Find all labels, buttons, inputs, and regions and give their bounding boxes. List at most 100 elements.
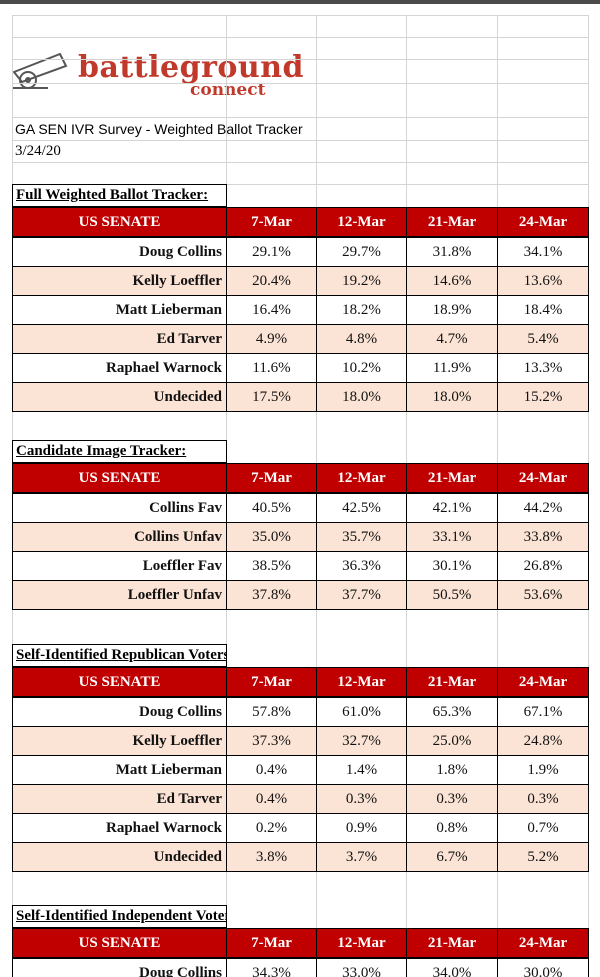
column-header: US SENATE bbox=[12, 463, 227, 493]
value-cell: 29.7% bbox=[316, 237, 407, 267]
table-title: Full Weighted Ballot Tracker: bbox=[12, 184, 227, 208]
grid-line bbox=[12, 59, 588, 60]
column-header: 24-Mar bbox=[497, 928, 589, 958]
value-cell: 26.8% bbox=[497, 551, 589, 581]
value-cell: 18.0% bbox=[316, 382, 407, 412]
row-label: Loeffler Fav bbox=[12, 551, 227, 581]
value-cell: 1.9% bbox=[497, 755, 589, 785]
value-cell: 17.5% bbox=[226, 382, 317, 412]
value-cell: 32.7% bbox=[316, 726, 407, 756]
value-cell: 30.1% bbox=[406, 551, 498, 581]
value-cell: 20.4% bbox=[226, 266, 317, 296]
grid-line bbox=[12, 117, 588, 118]
value-cell: 18.4% bbox=[497, 295, 589, 325]
row-label: Raphael Warnock bbox=[12, 813, 227, 843]
value-cell: 14.6% bbox=[406, 266, 498, 296]
column-header: 21-Mar bbox=[406, 928, 498, 958]
column-header: 21-Mar bbox=[406, 667, 498, 697]
row-label: Raphael Warnock bbox=[12, 353, 227, 383]
grid-line bbox=[12, 184, 588, 185]
logo-sub: connect bbox=[190, 80, 266, 100]
value-cell: 0.4% bbox=[226, 784, 317, 814]
value-cell: 44.2% bbox=[497, 493, 589, 523]
column-header: 24-Mar bbox=[497, 463, 589, 493]
value-cell: 11.6% bbox=[226, 353, 317, 383]
row-label: Matt Lieberman bbox=[12, 295, 227, 325]
value-cell: 24.8% bbox=[497, 726, 589, 756]
value-cell: 67.1% bbox=[497, 697, 589, 727]
column-header: US SENATE bbox=[12, 667, 227, 697]
row-label: Ed Tarver bbox=[12, 324, 227, 354]
column-header: 12-Mar bbox=[316, 928, 407, 958]
sheet-date: 3/24/20 bbox=[15, 142, 61, 159]
value-cell: 18.9% bbox=[406, 295, 498, 325]
value-cell: 0.3% bbox=[497, 784, 589, 814]
value-cell: 4.8% bbox=[316, 324, 407, 354]
grid-line bbox=[12, 37, 588, 38]
column-header: 21-Mar bbox=[406, 207, 498, 237]
grid-line bbox=[12, 83, 588, 84]
column-header: 24-Mar bbox=[497, 667, 589, 697]
table-title: Candidate Image Tracker: bbox=[12, 440, 227, 464]
value-cell: 25.0% bbox=[406, 726, 498, 756]
value-cell: 18.2% bbox=[316, 295, 407, 325]
column-header: US SENATE bbox=[12, 207, 227, 237]
value-cell: 38.5% bbox=[226, 551, 317, 581]
column-header: 12-Mar bbox=[316, 207, 407, 237]
value-cell: 0.3% bbox=[406, 784, 498, 814]
value-cell: 5.2% bbox=[497, 842, 589, 872]
value-cell: 61.0% bbox=[316, 697, 407, 727]
value-cell: 37.3% bbox=[226, 726, 317, 756]
column-header: US SENATE bbox=[12, 928, 227, 958]
column-header: 12-Mar bbox=[316, 667, 407, 697]
value-cell: 10.2% bbox=[316, 353, 407, 383]
value-cell: 35.0% bbox=[226, 522, 317, 552]
row-label: Ed Tarver bbox=[12, 784, 227, 814]
value-cell: 34.0% bbox=[406, 958, 498, 977]
row-label: Doug Collins bbox=[12, 697, 227, 727]
value-cell: 0.4% bbox=[226, 755, 317, 785]
value-cell: 42.1% bbox=[406, 493, 498, 523]
value-cell: 30.0% bbox=[497, 958, 589, 977]
value-cell: 0.7% bbox=[497, 813, 589, 843]
row-label: Loeffler Unfav bbox=[12, 580, 227, 610]
value-cell: 36.3% bbox=[316, 551, 407, 581]
column-header: 21-Mar bbox=[406, 463, 498, 493]
value-cell: 0.8% bbox=[406, 813, 498, 843]
value-cell: 57.8% bbox=[226, 697, 317, 727]
value-cell: 13.3% bbox=[497, 353, 589, 383]
column-header: 12-Mar bbox=[316, 463, 407, 493]
table-title: Self-Identified Independent Voters: bbox=[12, 905, 227, 929]
column-header: 7-Mar bbox=[226, 928, 317, 958]
row-label: Undecided bbox=[12, 842, 227, 872]
value-cell: 4.7% bbox=[406, 324, 498, 354]
value-cell: 34.3% bbox=[226, 958, 317, 977]
column-header: 7-Mar bbox=[226, 667, 317, 697]
value-cell: 15.2% bbox=[497, 382, 589, 412]
value-cell: 13.6% bbox=[497, 266, 589, 296]
value-cell: 16.4% bbox=[226, 295, 317, 325]
row-label: Doug Collins bbox=[12, 958, 227, 977]
value-cell: 3.7% bbox=[316, 842, 407, 872]
column-header: 7-Mar bbox=[226, 207, 317, 237]
value-cell: 18.0% bbox=[406, 382, 498, 412]
cannon-logo bbox=[12, 52, 68, 89]
value-cell: 33.1% bbox=[406, 522, 498, 552]
row-label: Doug Collins bbox=[12, 237, 227, 267]
value-cell: 53.6% bbox=[497, 580, 589, 610]
value-cell: 6.7% bbox=[406, 842, 498, 872]
logo-name: battleground bbox=[78, 50, 305, 85]
row-label: Matt Lieberman bbox=[12, 755, 227, 785]
value-cell: 0.9% bbox=[316, 813, 407, 843]
grid-line bbox=[12, 162, 588, 163]
table-title: Self-Identified Republican Voters: bbox=[12, 644, 227, 668]
value-cell: 0.2% bbox=[226, 813, 317, 843]
grid-line bbox=[12, 15, 588, 16]
value-cell: 34.1% bbox=[497, 237, 589, 267]
value-cell: 40.5% bbox=[226, 493, 317, 523]
value-cell: 19.2% bbox=[316, 266, 407, 296]
column-header: 24-Mar bbox=[497, 207, 589, 237]
row-label: Kelly Loeffler bbox=[12, 266, 227, 296]
value-cell: 3.8% bbox=[226, 842, 317, 872]
